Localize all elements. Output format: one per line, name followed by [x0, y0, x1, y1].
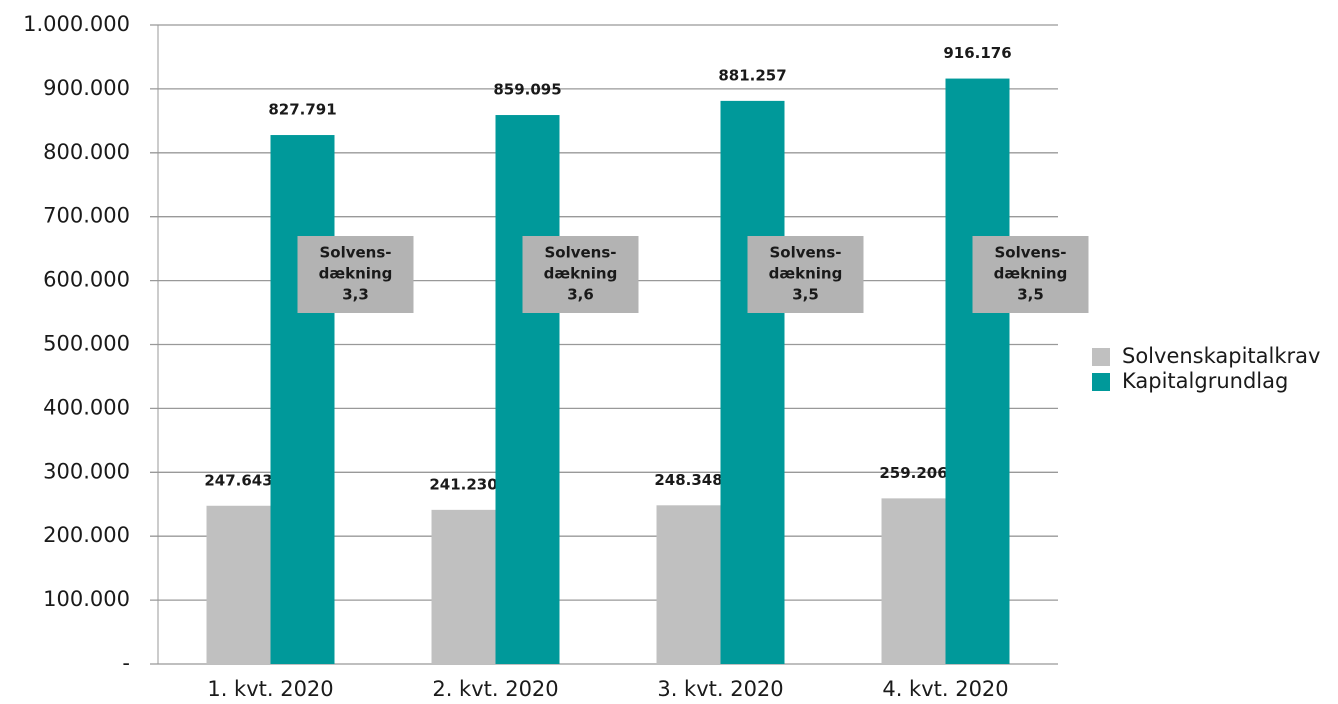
- annotation-text: dækning: [319, 265, 393, 283]
- x-tick-label: 1. kvt. 2020: [207, 677, 333, 701]
- annotation-text: 3,3: [342, 286, 369, 304]
- annotation-box: [297, 236, 414, 313]
- bar: [720, 100, 785, 665]
- y-tick-label: 800.000: [43, 140, 130, 164]
- y-tick-label: 700.000: [43, 204, 130, 228]
- annotation-box: [522, 236, 639, 313]
- value-label: 247.643: [204, 471, 272, 489]
- y-tick-label: 900.000: [43, 76, 130, 100]
- annotation-text: 3,5: [792, 286, 819, 304]
- legend-swatch: [1092, 348, 1110, 366]
- bar: [881, 498, 946, 664]
- value-label: 859.095: [493, 81, 561, 99]
- annotation-text: dækning: [544, 265, 618, 283]
- annotation-text: dækning: [769, 265, 843, 283]
- annotation-text: 3,6: [567, 286, 594, 304]
- bar: [270, 135, 335, 664]
- annotation-text: 3,5: [1017, 286, 1044, 304]
- bar: [656, 505, 721, 664]
- annotation-text: Solvens-: [994, 244, 1066, 262]
- y-tick-label: 500.000: [43, 332, 130, 356]
- y-tick-label: 100.000: [43, 587, 130, 611]
- legend-label: Kapitalgrundlag: [1122, 369, 1288, 393]
- value-label: 241.230: [429, 475, 497, 493]
- bar: [206, 505, 271, 664]
- annotation-text: Solvens-: [319, 244, 391, 262]
- y-tick-label: 300.000: [43, 459, 130, 483]
- y-tick-label: 200.000: [43, 523, 130, 547]
- y-tick-label: -: [122, 651, 130, 675]
- bar: [945, 78, 1010, 664]
- annotation-text: Solvens-: [769, 244, 841, 262]
- bar: [495, 115, 560, 665]
- x-tick-label: 4. kvt. 2020: [882, 677, 1008, 701]
- legend-swatch: [1092, 373, 1110, 391]
- value-label: 827.791: [268, 101, 336, 119]
- value-label: 881.257: [718, 66, 786, 84]
- legend-label: Solvenskapitalkrav: [1122, 344, 1320, 368]
- y-tick-label: 1.000.000: [23, 12, 130, 36]
- x-tick-label: 3. kvt. 2020: [657, 677, 783, 701]
- value-label: 248.348: [654, 471, 722, 489]
- annotation-box: [972, 236, 1089, 313]
- y-tick-label: 600.000: [43, 268, 130, 292]
- x-tick-label: 2. kvt. 2020: [432, 677, 558, 701]
- value-label: 259.206: [879, 464, 947, 482]
- y-tick-label: 400.000: [43, 395, 130, 419]
- annotation-text: Solvens-: [544, 244, 616, 262]
- annotation-box: [747, 236, 864, 313]
- annotation-text: dækning: [994, 265, 1068, 283]
- bar: [431, 509, 496, 664]
- value-label: 916.176: [943, 44, 1011, 62]
